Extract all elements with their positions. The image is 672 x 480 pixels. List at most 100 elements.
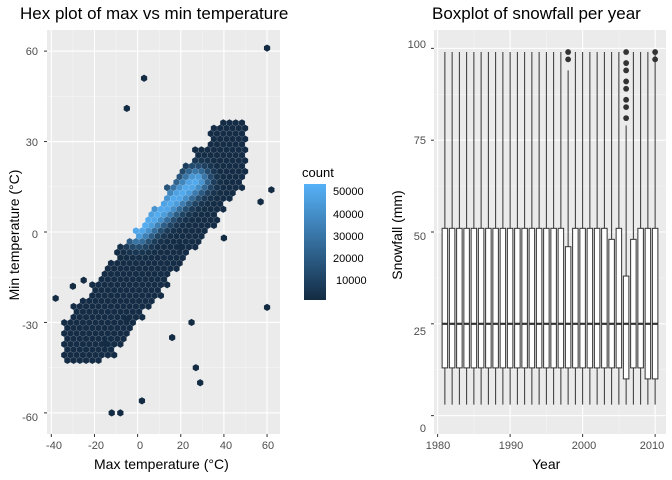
legend-colorbar (304, 184, 326, 300)
hex-cell (177, 243, 184, 251)
box-body (615, 227, 623, 369)
hex-cell (69, 282, 77, 290)
hex-cell (210, 221, 218, 230)
hex-cell (263, 44, 271, 52)
hex-cell (257, 198, 264, 206)
box-outlier (623, 115, 630, 122)
hex-cell (117, 340, 124, 348)
hex-cell (191, 243, 199, 251)
hex-cell (226, 194, 233, 203)
box-body (456, 227, 463, 369)
box-body (528, 227, 536, 369)
hex-y-tick-label: -30 (22, 320, 38, 332)
hex-cell (110, 351, 118, 359)
legend-label: 20000 (333, 253, 364, 265)
box-outlier (623, 85, 630, 92)
box-body (564, 246, 572, 369)
hex-cell (197, 379, 204, 387)
box-body (586, 227, 594, 369)
hex-cell (169, 333, 176, 342)
hex-cell (117, 409, 124, 417)
hex-y-tick-label: 60 (25, 46, 38, 58)
box-y-tick-label: 0 (419, 423, 426, 435)
box-body (514, 227, 521, 369)
box-marks (441, 49, 659, 405)
box-y-tick-label: 75 (413, 135, 426, 147)
box-body (463, 227, 470, 369)
hex-cell (157, 291, 165, 300)
box-outlier (565, 56, 572, 63)
box-y-tick-label: 25 (413, 326, 426, 338)
box-body (441, 227, 449, 369)
hex-y-tick-label: 30 (25, 137, 38, 149)
box-body (593, 227, 601, 369)
box-y-tick-label: 100 (407, 39, 426, 51)
box-body (622, 275, 630, 380)
hex-cell (140, 74, 148, 82)
box-x-tick-label: 1990 (498, 440, 524, 452)
box-outlier (652, 56, 659, 63)
box-body (535, 227, 543, 369)
box-x-tick-label: 2000 (571, 440, 597, 452)
box-body (477, 227, 485, 369)
box-body (485, 227, 492, 369)
hex-y-tick-label: 0 (31, 229, 38, 241)
hex-cell (108, 409, 115, 417)
hex-cell (138, 313, 146, 321)
hex-x-tick-label: 0 (136, 440, 144, 452)
hex-x-tick-label: -20 (88, 440, 104, 452)
box-body (651, 227, 659, 380)
box-x-axis-title: Year (532, 456, 561, 472)
hex-x-axis-title: Max temperature (°C) (94, 456, 229, 472)
hex-cell (220, 205, 227, 213)
hex-cell (145, 302, 152, 311)
box-outlier (652, 49, 659, 55)
hex-cell (173, 264, 180, 273)
hex-x-tick-label: -40 (46, 440, 62, 452)
legend-label: 40000 (333, 209, 364, 221)
hex-cells (52, 44, 275, 417)
box-body (637, 227, 644, 369)
hex-x-tick-label: 20 (176, 440, 190, 452)
box-body (521, 227, 528, 369)
legend-title: count (302, 165, 334, 180)
hex-plot-title: Hex plot of max vs min temperature (20, 4, 289, 23)
box-body (557, 227, 565, 369)
hex-cell (192, 364, 199, 372)
hex-cell (80, 276, 87, 284)
hex-cell (95, 356, 102, 365)
hex-cell (163, 281, 171, 289)
box-body (601, 227, 608, 369)
hex-x-tick-label: 60 (261, 440, 275, 452)
box-x-tick-label: 1980 (425, 440, 451, 452)
box-outlier (623, 60, 630, 66)
box-body (608, 238, 615, 369)
box-body (492, 227, 499, 369)
box-outlier (565, 49, 572, 55)
legend-label: 50000 (333, 186, 364, 198)
boxplot-title: Boxplot of snowfall per year (432, 4, 641, 23)
hex-cell (123, 315, 130, 324)
hex-cell (102, 339, 109, 348)
box-body (448, 227, 456, 369)
box-body (550, 227, 557, 369)
box-body (506, 227, 514, 369)
hex-y-tick-label: -60 (22, 412, 38, 424)
box-x-tick-label: 2010 (639, 440, 665, 452)
box-outlier (623, 104, 630, 111)
hex-cell (52, 294, 59, 302)
box-body (543, 227, 550, 369)
box-body (470, 227, 478, 369)
hex-cell (220, 234, 228, 242)
legend-label: 10000 (336, 275, 367, 287)
hex-x-tick-label: 40 (219, 440, 233, 452)
box-outlier (623, 67, 630, 74)
legend-label: 30000 (333, 231, 364, 243)
hex-cell (268, 186, 275, 194)
hex-cell (238, 183, 246, 192)
box-outlier (623, 49, 630, 55)
hex-cell (123, 104, 130, 112)
box-body (630, 238, 637, 369)
box-body (499, 227, 507, 369)
